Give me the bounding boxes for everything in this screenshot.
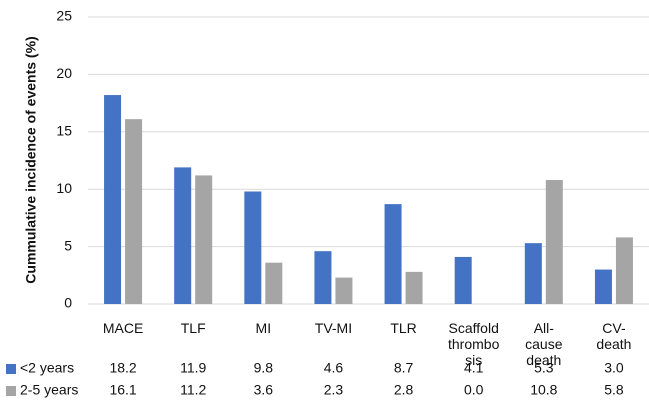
bar	[384, 204, 402, 304]
bar	[524, 243, 542, 304]
bar	[594, 269, 612, 304]
table-value: 10.8	[530, 382, 557, 398]
x-tick-label: TLF	[180, 320, 206, 336]
table-value: 9.8	[254, 360, 274, 376]
bar	[545, 180, 563, 304]
table-value: 2.8	[394, 382, 414, 398]
y-tick-label: 20	[56, 65, 72, 81]
bar	[174, 167, 192, 304]
table-value: 0.0	[464, 382, 484, 398]
bar	[314, 251, 332, 304]
legend-swatch	[6, 364, 16, 374]
legend-label: 2-5 years	[20, 382, 78, 398]
table-value: 11.2	[180, 382, 206, 398]
x-tick-label: TLR	[390, 320, 417, 336]
y-tick-label: 15	[56, 123, 72, 139]
table-value: 8.7	[394, 360, 414, 376]
y-tick-label: 5	[64, 237, 72, 253]
y-tick-label: 25	[56, 8, 72, 24]
legend-label: <2 years	[20, 360, 74, 376]
y-axis-label: Cummulative incidence of events (%)	[23, 36, 39, 283]
x-tick-label: MI	[255, 320, 272, 336]
table-value: 3.6	[254, 382, 274, 398]
table-value: 4.6	[324, 360, 344, 376]
bar	[265, 262, 283, 304]
table-value: 18.2	[109, 360, 136, 376]
legend-swatch	[6, 386, 16, 396]
bar	[454, 256, 472, 304]
table-value: 4.1	[464, 360, 484, 376]
bar	[335, 277, 353, 304]
x-tick-label: TV-MI	[314, 320, 353, 336]
bar	[244, 191, 262, 304]
table-value: 16.1	[109, 382, 136, 398]
bar	[615, 237, 633, 304]
table-value: 2.3	[324, 382, 344, 398]
x-tick-label: MACE	[102, 320, 144, 336]
bar	[104, 95, 122, 305]
y-tick-label: 10	[56, 180, 72, 196]
x-tick-label: CV- death	[596, 320, 632, 352]
bar	[125, 119, 143, 304]
table-value: 11.9	[180, 360, 206, 376]
y-tick-label: 0	[64, 295, 72, 311]
table-value: 3.0	[604, 360, 624, 376]
bar	[195, 175, 213, 304]
x-tick-label: Scaffold thrombo sis	[448, 320, 500, 368]
bar	[405, 271, 423, 304]
table-value: 5.8	[604, 382, 624, 398]
x-tick-label: All- cause death	[525, 320, 563, 368]
table-value: 5.3	[534, 360, 554, 376]
